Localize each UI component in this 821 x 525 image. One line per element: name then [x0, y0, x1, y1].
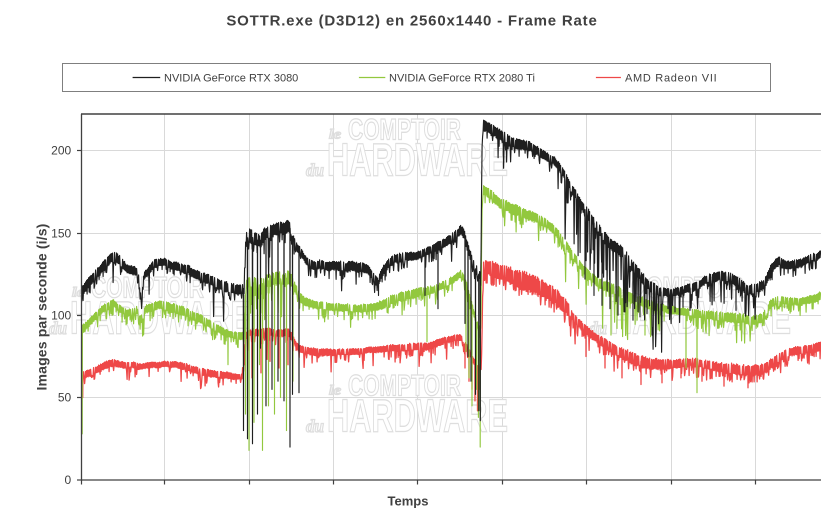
svg-text:du: du	[49, 318, 67, 338]
svg-text:AMD Radeon VII: AMD Radeon VII	[625, 72, 717, 84]
svg-text:HARDWARE: HARDWARE	[327, 133, 508, 185]
svg-text:Images par seconde (i/s): Images par seconde (i/s)	[34, 224, 50, 391]
svg-text:COMPTOIR: COMPTOIR	[348, 370, 461, 403]
svg-text:100: 100	[51, 308, 71, 322]
svg-text:SOTTR.exe (D3D12) en 2560x1440: SOTTR.exe (D3D12) en 2560x1440 - Frame R…	[226, 13, 597, 30]
svg-text:Temps: Temps	[388, 494, 429, 509]
svg-text:NVIDIA GeForce RTX 3080: NVIDIA GeForce RTX 3080	[164, 72, 298, 84]
svg-text:150: 150	[51, 226, 71, 240]
svg-text:NVIDIA GeForce RTX 2080 Ti: NVIDIA GeForce RTX 2080 Ti	[389, 72, 535, 84]
svg-text:COMPTOIR: COMPTOIR	[348, 114, 461, 147]
svg-text:du: du	[306, 160, 324, 180]
svg-text:le: le	[329, 128, 341, 143]
svg-text:le: le	[329, 384, 341, 399]
svg-text:COMPTOIR: COMPTOIR	[91, 272, 204, 305]
svg-text:0: 0	[65, 473, 72, 487]
svg-text:50: 50	[58, 390, 72, 404]
svg-text:200: 200	[51, 143, 71, 157]
svg-text:du: du	[306, 416, 324, 436]
